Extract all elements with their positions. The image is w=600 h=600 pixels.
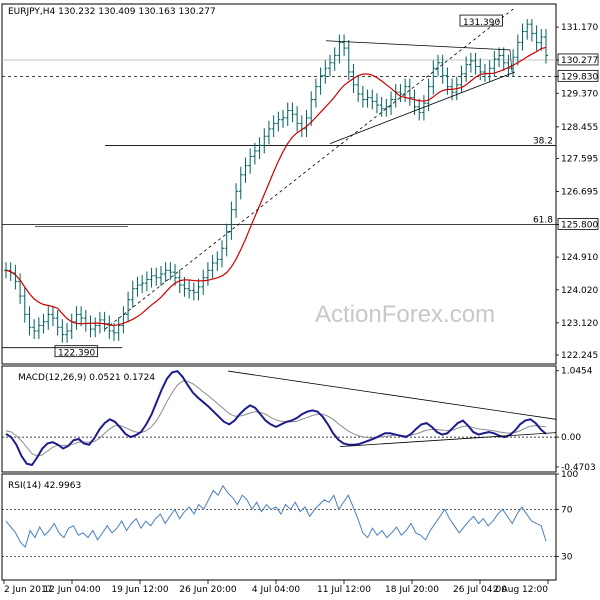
price-tick-label: 126.695 xyxy=(561,188,598,198)
triangle-upper-line xyxy=(325,40,511,51)
x-tick-label: 18 Jul 20:00 xyxy=(385,585,439,595)
macd-label: MACD(12,26,9) 0.0521 0.1724 xyxy=(18,373,155,383)
price-tick-label: 123.120 xyxy=(561,319,598,329)
macd-signal-line xyxy=(5,380,547,457)
triangle-edge-line xyxy=(509,49,513,72)
price-frame xyxy=(1,3,557,365)
price-tick-label: 122.245 xyxy=(561,351,598,361)
x-tick-label: 26 Jun 20:00 xyxy=(179,585,236,595)
watermark: ActionForex.com xyxy=(315,301,495,328)
low-label: 122.390 xyxy=(58,349,95,359)
x-tick-label: 11 Jul 12:00 xyxy=(317,585,371,595)
rsi-panel: 100 70 30 xyxy=(2,470,578,562)
triangle-lower-line xyxy=(329,71,516,144)
macd-panel: 1.0454 0.00 -0.4703 xyxy=(2,367,596,473)
fib-38-label: 38.2 xyxy=(533,136,553,146)
macd-line xyxy=(5,369,547,467)
x-tick-label: 19 Jun 12:00 xyxy=(111,585,168,595)
x-tick-label: 4 Jul 04:00 xyxy=(252,585,301,595)
price-tick-label: 128.455 xyxy=(561,123,598,133)
price-tick-label: 124.020 xyxy=(561,286,598,296)
chart-frame xyxy=(1,3,557,581)
price-tick-label: 125.800 xyxy=(561,220,598,230)
x-tick-label: 2 Aug 12:00 xyxy=(493,585,548,595)
macd-tick-label: -0.4703 xyxy=(561,463,596,473)
rsi-frame xyxy=(1,473,557,581)
x-tick-label: 26 Jul 04:00 xyxy=(453,585,507,595)
current-price-box xyxy=(557,53,599,66)
rsi-line xyxy=(5,484,547,548)
low-label-box xyxy=(54,345,98,358)
macd-tick-label: 0.00 xyxy=(561,433,581,443)
price-panel: 38.2 61.8 131.390 122.390 131.170 130.277 129.… xyxy=(2,7,599,361)
level-price-box xyxy=(557,218,599,230)
rising-dashed-trendline xyxy=(104,7,516,330)
chart-title-symbol: EURJPY,H4 130.232 130.409 130.163 130.27… xyxy=(8,7,216,17)
level-price-box xyxy=(557,69,599,82)
x-tick-label: 12 Jun 04:00 xyxy=(43,585,100,595)
rsi-tick-label: 30 xyxy=(561,552,573,562)
price-tick-label: 127.595 xyxy=(561,154,598,164)
price-tick-label: 131.170 xyxy=(561,23,598,33)
x-tick-label: 2 Jun 2017 xyxy=(4,585,52,595)
moving-average-line xyxy=(5,46,547,327)
macd-lower-trendline xyxy=(339,432,557,448)
rsi-label: RSI(14) 42.9963 xyxy=(8,481,81,491)
price-tick-label: 129.830 xyxy=(561,72,598,82)
price-tick-label: 129.370 xyxy=(561,89,598,99)
macd-upper-trendline xyxy=(227,370,557,420)
price-tick-label: 130.277 xyxy=(561,56,598,66)
rsi-tick-label: 70 xyxy=(561,505,573,515)
price-tick-label: 124.910 xyxy=(561,253,598,263)
fib-62-label: 61.8 xyxy=(533,215,553,225)
high-label-box xyxy=(459,14,503,27)
macd-tick-label: 1.0454 xyxy=(561,367,593,377)
rsi-tick-label: 100 xyxy=(561,470,578,480)
high-label: 131.390 xyxy=(463,18,500,28)
